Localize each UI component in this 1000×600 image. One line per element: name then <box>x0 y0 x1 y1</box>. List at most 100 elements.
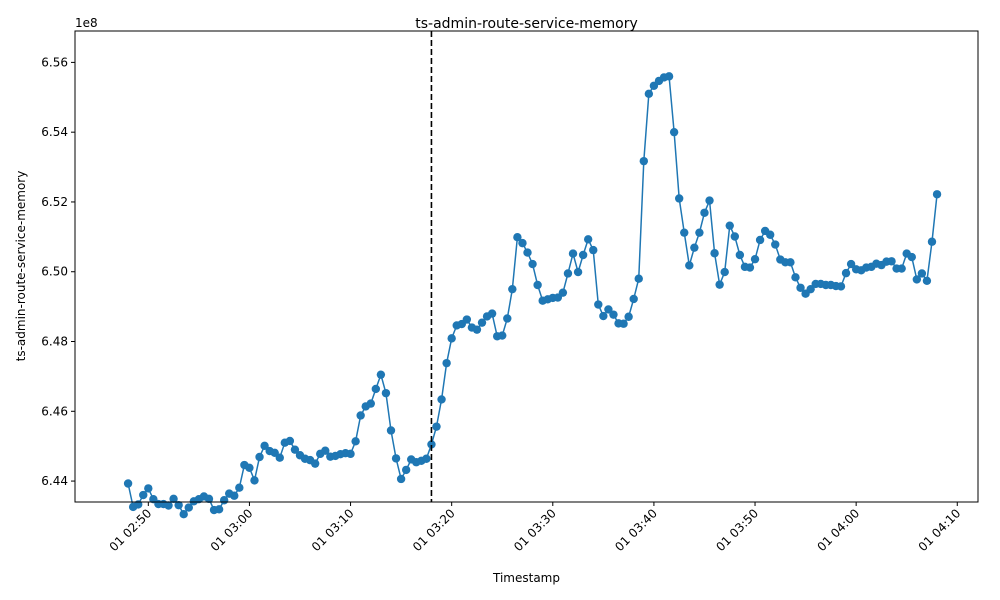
data-point <box>634 274 643 283</box>
data-point <box>442 358 451 368</box>
data-point <box>685 261 694 270</box>
data-point <box>255 452 264 462</box>
data-point <box>629 294 638 304</box>
data-point <box>184 503 193 512</box>
data-point <box>922 276 932 285</box>
data-point <box>644 89 654 99</box>
data-point <box>619 319 628 328</box>
data-point <box>235 483 244 492</box>
data-point <box>669 127 679 137</box>
data-point <box>144 484 153 493</box>
data-point <box>260 441 269 451</box>
data-point <box>624 312 633 321</box>
data-point <box>594 300 603 309</box>
y-tick-label: 6.46 <box>41 404 68 418</box>
data-point <box>730 232 740 241</box>
data-point <box>498 331 507 340</box>
y-tick-label: 6.48 <box>41 335 68 349</box>
data-point <box>806 284 815 294</box>
data-point <box>568 249 578 258</box>
data-point <box>690 243 699 252</box>
data-point <box>786 258 795 267</box>
data-point <box>508 284 517 294</box>
data-point <box>725 221 734 230</box>
data-point <box>250 476 259 485</box>
data-point <box>139 490 148 500</box>
data-point <box>766 230 775 239</box>
data-point <box>680 228 689 237</box>
data-point <box>472 325 482 334</box>
data-point <box>796 283 805 292</box>
data-point <box>912 275 922 284</box>
data-point <box>664 72 674 81</box>
data-point <box>720 267 729 277</box>
data-point <box>609 310 618 319</box>
data-point <box>164 501 173 510</box>
data-point <box>705 196 714 205</box>
x-axis-label: Timestamp <box>492 571 560 585</box>
data-point <box>432 422 441 431</box>
data-point <box>371 384 381 394</box>
data-point <box>381 388 391 398</box>
data-point <box>518 238 527 248</box>
data-point <box>791 273 800 282</box>
data-point <box>841 268 851 278</box>
data-point <box>523 248 532 257</box>
data-point <box>179 510 188 519</box>
data-point <box>386 426 396 435</box>
x-tick-label: 01 03:10 <box>309 506 357 554</box>
data-point <box>755 235 765 245</box>
data-point <box>123 479 133 488</box>
data-point <box>275 453 284 462</box>
x-tick-label: 01 04:10 <box>916 506 964 554</box>
data-point <box>503 314 512 323</box>
data-point <box>700 208 709 217</box>
y-tick-label: 6.54 <box>41 125 68 139</box>
data-point <box>321 446 330 455</box>
data-point <box>927 237 937 246</box>
data-point <box>230 491 239 500</box>
y-tick-label: 6.52 <box>41 195 68 209</box>
data-point <box>604 305 613 314</box>
plot-area <box>75 31 978 502</box>
data-point <box>477 318 487 327</box>
data-point <box>351 437 360 446</box>
data-point <box>563 269 573 278</box>
data-point <box>674 194 684 203</box>
data-point <box>528 259 537 269</box>
y-tick-label: 6.50 <box>41 265 68 279</box>
data-point <box>932 190 942 199</box>
chart-title: ts-admin-route-service-memory <box>415 16 638 32</box>
data-point <box>710 249 719 258</box>
data-point <box>290 445 300 454</box>
data-point <box>887 257 896 266</box>
data-point <box>750 254 760 264</box>
data-point <box>599 311 608 321</box>
data-point <box>846 259 856 269</box>
data-point <box>513 232 522 242</box>
x-tick-label: 01 02:50 <box>107 506 155 554</box>
data-point <box>558 288 568 297</box>
data-point <box>487 309 497 318</box>
data-point <box>285 436 295 446</box>
data-point <box>583 235 593 244</box>
data-point <box>639 156 648 166</box>
data-point <box>745 263 755 272</box>
data-point <box>214 505 224 514</box>
data-point <box>589 245 598 255</box>
data-point <box>437 395 446 404</box>
data-point <box>169 494 178 504</box>
data-point <box>447 334 456 343</box>
data-point <box>735 250 745 260</box>
data-point <box>376 370 386 379</box>
data-point <box>245 463 254 473</box>
data-point <box>391 454 401 463</box>
y-axis-label: ts-admin-route-service-memory <box>14 171 28 362</box>
data-point <box>401 465 411 475</box>
series-layer <box>123 72 942 519</box>
data-point <box>366 399 375 408</box>
x-tick-label: 01 03:50 <box>713 506 761 554</box>
data-point <box>771 240 780 249</box>
data-point <box>422 454 431 463</box>
axes-frame <box>74 30 979 503</box>
